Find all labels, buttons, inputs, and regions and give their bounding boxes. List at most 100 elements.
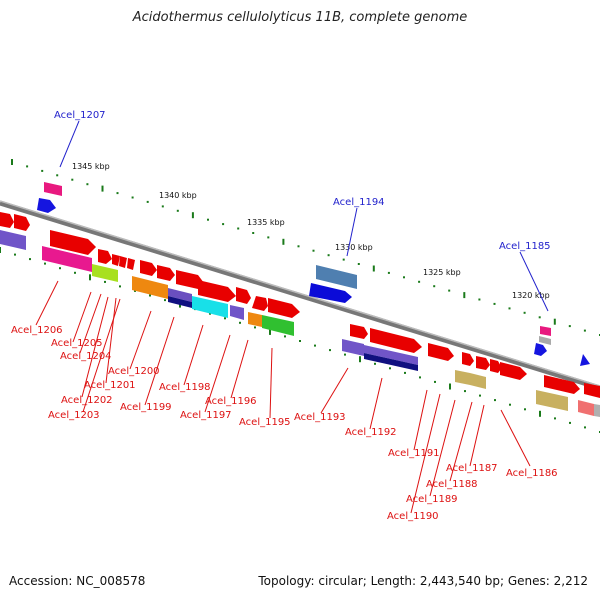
gene-arrow[interactable] [536,390,568,411]
gene-arrow[interactable] [230,305,244,320]
gene-arrow[interactable] [112,254,120,266]
scale-tick [41,169,44,172]
gene-arrow[interactable] [50,230,96,255]
gene-label[interactable]: Acel_1192 [345,427,397,438]
forward-genes [37,182,590,366]
gene-label[interactable]: Acel_1185 [499,241,551,252]
gene-arrow[interactable] [132,276,168,299]
gene-arrow[interactable] [14,214,30,231]
gene-label[interactable]: Acel_1200 [108,366,160,377]
gene-label[interactable]: Acel_1193 [294,412,346,423]
gene-arrow[interactable] [584,383,600,398]
gene-label[interactable]: Acel_1206 [11,325,63,336]
gene-arrow[interactable] [476,356,490,370]
gene-arrow[interactable] [42,246,92,272]
gene-label[interactable]: Acel_1205 [51,338,103,349]
reverse-genes [0,212,600,417]
gene-arrow[interactable] [462,352,474,366]
gene-arrow[interactable] [0,212,14,228]
gene-label[interactable]: Acel_1189 [406,494,458,505]
gene-label[interactable]: Acel_1191 [388,448,440,459]
gene-arrow[interactable] [544,375,580,394]
reverse-leaders [35,280,531,514]
gene-arrow[interactable] [262,315,294,336]
scale-tick [14,253,16,256]
scale-tick [164,299,166,302]
scale-tick [116,192,119,195]
scale-tick [583,329,586,332]
gene-arrow[interactable] [198,280,236,302]
gene-arrow[interactable] [364,345,418,365]
scale-tick [269,328,271,335]
gene-arrow[interactable] [98,249,112,264]
gene-arrow[interactable] [594,404,600,417]
gene-arrow[interactable] [119,256,127,268]
gene-arrow[interactable] [578,400,594,416]
gene-label[interactable]: Acel_1187 [446,463,498,474]
gene-arrow[interactable] [192,296,228,318]
scale-tick [284,335,286,338]
scale-label: 1320 kbp [512,291,550,300]
gene-arrow[interactable] [236,287,251,304]
scale-tick [297,245,300,248]
gene-label[interactable]: Acel_1186 [506,468,558,479]
gene-arrow[interactable] [428,343,454,361]
gene-label[interactable]: Acel_1201 [84,380,136,391]
gene-label[interactable]: Acel_1196 [205,396,257,407]
gene-arrow[interactable] [127,258,135,270]
gene-label[interactable]: Acel_1199 [120,402,172,413]
gene-label[interactable]: Acel_1204 [60,351,112,362]
gene-arrow[interactable] [316,265,357,289]
scale-tick [434,380,436,383]
gene-label[interactable]: Acel_1194 [333,197,385,208]
gene-arrow[interactable] [500,362,527,380]
scale-tick [314,344,316,347]
scale-tick [209,312,211,315]
scale-tick [584,426,586,429]
gene-label[interactable]: Acel_1195 [239,417,291,428]
gene-arrow[interactable] [370,328,422,353]
scale-tick [524,408,526,411]
scale-tick [149,294,151,297]
gene-label[interactable]: Acel_1207 [54,110,106,121]
gene-arrow[interactable] [157,265,175,281]
gene-arrow[interactable] [140,260,157,276]
gene-arrow[interactable] [455,370,470,385]
scale-tick [26,165,29,168]
gene-arrow[interactable] [490,359,502,373]
gene-arrow[interactable] [252,296,268,311]
scale-tick [327,254,330,257]
gene-arrow[interactable] [248,312,262,327]
gene-arrow[interactable] [539,336,551,345]
gene-arrow[interactable] [176,270,204,289]
gene-arrow[interactable] [309,283,352,303]
gene-arrow[interactable] [342,339,364,356]
scale-tick [74,271,76,274]
gene-arrow[interactable] [350,324,368,339]
gene-label[interactable]: Acel_1190 [387,511,439,522]
gene-label[interactable]: Acel_1203 [48,410,100,421]
gene-arrow[interactable] [168,296,192,308]
gene-arrow[interactable] [580,354,590,366]
gene-arrow[interactable] [534,343,547,356]
gene-label[interactable]: Acel_1188 [426,479,478,490]
gene-label[interactable]: Acel_1197 [180,410,232,421]
gene-label[interactable]: Acel_1198 [159,382,211,393]
scale-tick [448,289,451,292]
gene-label[interactable]: Acel_1202 [61,395,113,406]
scale-tick [553,318,556,325]
gene-arrow[interactable] [540,326,551,336]
gene-arrow[interactable] [168,288,192,302]
gene-arrow[interactable] [364,353,418,371]
gene-arrow[interactable] [92,264,118,282]
gene-arrow[interactable] [0,230,26,250]
scale-tick [539,410,541,417]
scale-tick [254,326,256,329]
gene-arrow[interactable] [37,198,56,213]
scale-tick [494,399,496,402]
scale-tick [449,383,451,390]
scale-label: 1345 kbp [72,162,110,171]
gene-arrow[interactable] [470,373,486,389]
gene-arrow[interactable] [268,298,300,318]
gene-arrow[interactable] [44,182,62,196]
